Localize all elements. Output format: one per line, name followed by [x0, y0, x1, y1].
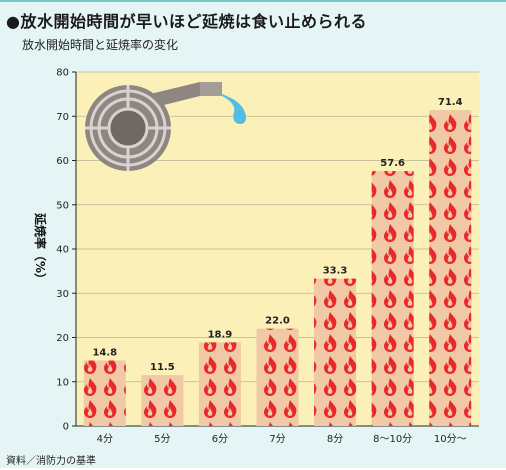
bar-flame-fill	[429, 110, 472, 427]
bar-flame-fill	[141, 375, 184, 426]
y-tick-label: 50	[56, 200, 69, 211]
y-axis-title: 延焼率（%）	[33, 212, 48, 285]
page-title: ●放水開始時間が早いほど延焼は食い止められる	[6, 12, 367, 31]
bar-flame-fill	[371, 171, 414, 426]
bar-value-label: 18.9	[208, 329, 233, 340]
bar-value-label: 57.6	[380, 158, 405, 169]
x-tick-label: 8～10分	[373, 433, 412, 445]
bars: 14.8 4分 11.5 5分 18.9 6分 22.0 7分 33.3 8分 57.6 8～10分 7…	[83, 97, 472, 445]
x-tick-label: 4分	[97, 433, 113, 445]
bar-value-label: 33.3	[323, 266, 348, 277]
fire-hose-icon	[85, 82, 247, 171]
bar-value-label: 11.5	[150, 362, 175, 373]
bar-value-label: 71.4	[438, 97, 463, 108]
x-tick-label: 6分	[212, 433, 228, 445]
bar-flame-fill	[198, 342, 241, 426]
y-tick-label: 20	[56, 333, 69, 344]
bar-flame-fill	[256, 328, 299, 426]
y-tick-label: 10	[56, 377, 69, 388]
chart-subtitle: 放水開始時間と延焼率の変化	[22, 38, 179, 52]
x-tick-label: 7分	[269, 433, 285, 445]
y-axis: 0 10 20 30 40 50 60 70 80	[56, 68, 76, 433]
y-tick-label: 60	[56, 156, 69, 167]
bar-value-label: 14.8	[92, 348, 117, 359]
bar-value-label: 22.0	[265, 316, 290, 327]
y-tick-label: 30	[56, 289, 69, 300]
bar-flame-fill	[83, 360, 126, 426]
y-tick-label: 80	[56, 68, 69, 79]
source-note: 資料／消防力の基準	[6, 456, 96, 467]
y-tick-label: 40	[56, 245, 69, 256]
x-tick-label: 5分	[154, 433, 170, 445]
y-tick-label: 0	[63, 422, 69, 433]
bar-flame-fill	[314, 278, 357, 426]
x-tick-label: 10分～	[434, 433, 467, 445]
y-tick-label: 70	[56, 112, 69, 123]
x-tick-label: 8分	[327, 433, 343, 445]
